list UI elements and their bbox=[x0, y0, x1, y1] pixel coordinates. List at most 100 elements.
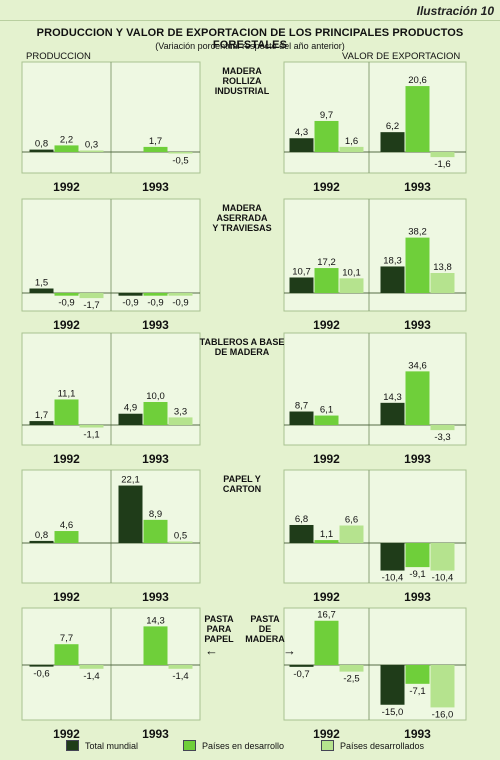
produccion-r2-1993-label-3: -0,9 bbox=[172, 298, 188, 309]
produccion-r4-1992-bar-2 bbox=[54, 531, 79, 543]
legend-item-desarrollados: Países desarrollados bbox=[321, 740, 424, 751]
produccion-r4-1992-label-2: 4,6 bbox=[60, 520, 73, 531]
exportacion-r2-1992-bar-3 bbox=[339, 278, 364, 293]
produccion-r4-1993-label-2: 8,9 bbox=[149, 509, 162, 520]
legend-item-desarrollo: Países en desarrollo bbox=[183, 740, 284, 751]
legend-swatch-desarrollo bbox=[183, 740, 196, 751]
produccion-r2-year-1992: 1992 bbox=[53, 318, 80, 332]
exportacion-r2-frame bbox=[283, 198, 467, 312]
produccion-r2-year-1993: 1993 bbox=[142, 318, 169, 332]
exportacion-r3-1993-bar-1 bbox=[380, 402, 405, 425]
exportacion-r1-1992-label-1: 4,3 bbox=[295, 127, 308, 138]
produccion-r3-year-1992: 1992 bbox=[53, 452, 80, 466]
illustration-label: Ilustración 10 bbox=[416, 4, 494, 18]
exportacion-r3-1992-bar-2 bbox=[314, 415, 339, 425]
produccion-r4-year-1993: 1993 bbox=[142, 590, 169, 604]
product-label-r1-line-1: MADERA bbox=[222, 66, 262, 76]
exportacion-r3-1992-label-1: 8,7 bbox=[295, 401, 308, 412]
product-label-r4-line-2: CARTON bbox=[223, 484, 261, 494]
exportacion-r3-1992-label-2: 6,1 bbox=[320, 405, 333, 416]
exportacion-r1-1993-bar-1 bbox=[380, 132, 405, 152]
produccion-r2-1992-bar-3 bbox=[79, 293, 104, 299]
exportacion-r2-1992-bar-1 bbox=[289, 277, 314, 293]
produccion-r1-year-1993: 1993 bbox=[142, 180, 169, 194]
produccion-r2-1993-label-2: -0,9 bbox=[147, 298, 163, 309]
produccion-r2-1992-label-1: 1,5 bbox=[35, 278, 48, 289]
product-label-right-r5-line-2: DE bbox=[259, 624, 272, 634]
produccion-r2-1992-label-3: -1,7 bbox=[83, 300, 99, 311]
produccion-r4-year-1992: 1992 bbox=[53, 590, 80, 604]
produccion-r4-1993-bar-3 bbox=[168, 541, 193, 543]
exportacion-r5-1992-bar-1 bbox=[289, 665, 314, 667]
exportacion-r5-1993-label-1: -15,0 bbox=[382, 707, 404, 718]
exportacion-r3-1993-bar-3 bbox=[430, 425, 455, 431]
product-label-r2-line-3: Y TRAVIESAS bbox=[212, 223, 271, 233]
produccion-r1-1992-label-3: 0,3 bbox=[85, 140, 98, 151]
produccion-r2-1993-label-1: -0,9 bbox=[122, 298, 138, 309]
product-label-r3-line-2: DE MADERA bbox=[215, 347, 270, 357]
exportacion-r3-year-1993: 1993 bbox=[404, 452, 431, 466]
produccion-r1-1992-bar-2 bbox=[54, 145, 79, 152]
produccion-r1-1992-label-2: 2,2 bbox=[60, 134, 73, 145]
exportacion-r1-1993-bar-2 bbox=[405, 86, 430, 152]
exportacion-r2-1993-label-2: 38,2 bbox=[408, 227, 427, 238]
exportacion-r2-1993-bar-1 bbox=[380, 266, 405, 293]
exportacion-r4-1993-bar-3 bbox=[430, 543, 455, 571]
produccion-r3-1992-bar-2 bbox=[54, 399, 79, 425]
produccion-r5-1993-label-3: -1,4 bbox=[172, 671, 188, 682]
exportacion-r1-1992-bar-3 bbox=[339, 146, 364, 152]
produccion-r2-1993-bar-2 bbox=[143, 293, 168, 296]
product-label-r2-line-1: MADERA bbox=[222, 203, 262, 213]
produccion-r5-year-1992: 1992 bbox=[53, 727, 80, 740]
produccion-r1-1993-bar-2 bbox=[143, 146, 168, 152]
produccion-r3-1993-label-1: 4,9 bbox=[124, 403, 137, 414]
product-label-right-r5-line-1: PASTA bbox=[250, 614, 280, 624]
exportacion-r1-1993-label-2: 20,6 bbox=[408, 75, 427, 86]
exportacion-r2-1993-label-3: 13,8 bbox=[433, 262, 452, 273]
produccion-r5-1992-bar-3 bbox=[79, 665, 104, 669]
arrow-left-icon: ← bbox=[205, 643, 218, 658]
product-label-r4-line-1: PAPEL Y bbox=[223, 474, 261, 484]
product-label-left-r5-line-2: PARA bbox=[207, 624, 232, 634]
produccion-r1-1992-label-1: 0,8 bbox=[35, 139, 48, 150]
product-label-r1-line-3: INDUSTRIAL bbox=[215, 86, 270, 96]
exportacion-r4-1993-label-1: -10,4 bbox=[382, 573, 404, 584]
exportacion-r4-1993-label-3: -10,4 bbox=[432, 573, 454, 584]
exportacion-header: VALOR DE EXPORTACION bbox=[342, 51, 461, 62]
exportacion-r1-1992-bar-1 bbox=[289, 138, 314, 152]
produccion-r5-1992-label-2: 7,7 bbox=[60, 633, 73, 644]
product-label-left-r5-line-3: PAPEL bbox=[204, 634, 234, 644]
produccion-r3-1993-bar-1 bbox=[118, 413, 143, 425]
produccion-r5-1993-label-2: 14,3 bbox=[146, 615, 165, 626]
exportacion-r2-1992-label-2: 17,2 bbox=[317, 257, 336, 268]
produccion-r3-year-1993: 1993 bbox=[142, 452, 169, 466]
produccion-r4-1993-bar-2 bbox=[143, 519, 168, 543]
product-label-right-r5-line-3: MADERA bbox=[245, 634, 285, 644]
header-rule bbox=[0, 20, 500, 21]
charts-svg: 0,8 2,2 0,3 1992 1,7 -0,5 1993 4,3 9,7 1,6 1992 6,2… bbox=[21, 61, 467, 740]
product-label-r2-line-2: ASERRADA bbox=[216, 213, 268, 223]
legend-swatch-desarrollados bbox=[321, 740, 334, 751]
exportacion-r2-1993-bar-3 bbox=[430, 272, 455, 293]
chart-title: PRODUCCION Y VALOR DE EXPORTACION DE LOS… bbox=[36, 27, 464, 51]
exportacion-r3-1993-label-2: 34,6 bbox=[408, 360, 427, 371]
exportacion-r5-year-1993: 1993 bbox=[404, 727, 431, 740]
exportacion-r5-1993-bar-2 bbox=[405, 665, 430, 684]
product-label-r3-line-1: TABLEROS A BASE bbox=[200, 337, 285, 347]
produccion-r5-year-1993: 1993 bbox=[142, 727, 169, 740]
exportacion-r5-1992-bar-2 bbox=[314, 620, 339, 665]
exportacion-r1-1993-label-3: -1,6 bbox=[434, 159, 450, 170]
produccion-r3-1992-label-1: 1,7 bbox=[35, 410, 48, 421]
exportacion-r4-1993-bar-2 bbox=[405, 543, 430, 568]
exportacion-r5-1993-bar-1 bbox=[380, 665, 405, 705]
exportacion-r4-1992-bar-3 bbox=[339, 525, 364, 543]
exportacion-r4-year-1992: 1992 bbox=[313, 590, 340, 604]
exportacion-r2-1993-label-1: 18,3 bbox=[383, 255, 402, 266]
exportacion-r3-1992-bar-1 bbox=[289, 411, 314, 425]
exportacion-r4-1992-label-3: 6,6 bbox=[345, 515, 358, 526]
produccion-r3-1992-label-2: 11,1 bbox=[58, 388, 76, 399]
legend-label-desarrollo: Países en desarrollo bbox=[202, 740, 285, 751]
legend-label-desarrollados: Países desarrollados bbox=[340, 740, 425, 751]
produccion-r4-1993-label-3: 0,5 bbox=[174, 531, 187, 542]
